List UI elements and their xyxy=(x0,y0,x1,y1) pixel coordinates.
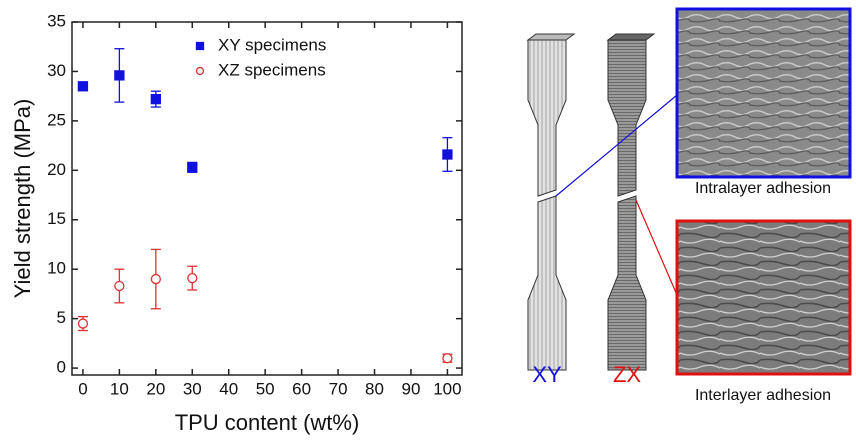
xy-specimen-top xyxy=(528,40,566,196)
x-tick-label: 10 xyxy=(110,379,129,398)
point xyxy=(443,354,452,363)
y-tick-label: 20 xyxy=(47,160,66,179)
x-tick-label: 30 xyxy=(183,379,202,398)
legend-marker xyxy=(197,43,204,50)
point xyxy=(115,282,124,291)
x-tick-label: 20 xyxy=(146,379,165,398)
y-tick-label: 0 xyxy=(57,358,66,377)
y-tick-label: 15 xyxy=(47,209,66,228)
y-tick-label: 5 xyxy=(57,308,66,327)
annotation: Interlayer adhesion xyxy=(695,387,831,404)
x-tick-label: 0 xyxy=(78,379,87,398)
point xyxy=(443,150,452,159)
x-tick-label: 90 xyxy=(402,379,421,398)
x-tick-label: 70 xyxy=(329,379,348,398)
sem-image-interlayer xyxy=(677,221,850,374)
y-tick-label: 10 xyxy=(47,259,66,278)
x-tick-label: 60 xyxy=(292,379,311,398)
sem-image-intralayer xyxy=(677,9,850,177)
legend-marker xyxy=(197,68,204,75)
point xyxy=(151,275,160,284)
point xyxy=(78,319,87,328)
xz-specimen-top xyxy=(608,40,646,196)
annotation: Intralayer adhesion xyxy=(695,180,831,197)
x-tick-label: 80 xyxy=(365,379,384,398)
y-axis-label: Yield strength (MPa) xyxy=(10,99,35,299)
xz-specimen-top-side xyxy=(608,34,654,40)
point xyxy=(151,95,160,104)
x-tick-label: 100 xyxy=(433,379,461,398)
y-tick-label: 35 xyxy=(47,11,66,30)
point xyxy=(78,82,87,91)
annotation: ZX xyxy=(613,362,641,387)
xz-specimen-bottom xyxy=(608,196,646,370)
y-tick-label: 25 xyxy=(47,110,66,129)
x-tick-label: 50 xyxy=(256,379,275,398)
xy-specimen-bottom xyxy=(528,196,566,370)
point xyxy=(188,274,197,283)
illustration: XY ZX Intralayer adhesion Interlayer adh… xyxy=(528,9,850,404)
legend-label: XY specimens xyxy=(218,35,326,54)
figure: XY ZX Intralayer adhesion Interlayer adh… xyxy=(0,0,856,441)
x-axis-label: TPU content (wt%) xyxy=(175,410,360,435)
point xyxy=(115,71,124,80)
annotation: XY xyxy=(532,362,562,387)
connector xyxy=(636,200,677,295)
y-tick-label: 30 xyxy=(47,61,66,80)
x-tick-label: 40 xyxy=(219,379,238,398)
legend-label: XZ specimens xyxy=(218,60,326,79)
point xyxy=(188,163,197,172)
xy-specimen-top-side xyxy=(528,34,574,40)
